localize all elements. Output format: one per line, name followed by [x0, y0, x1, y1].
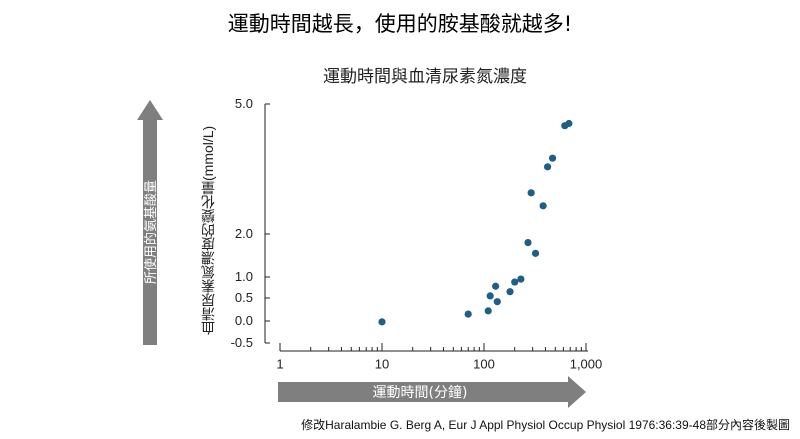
y-tick-label: -0.5	[231, 335, 253, 350]
x-tick-labels: 1 10 100 1,000	[276, 357, 602, 372]
axes	[264, 103, 588, 352]
vertical-arrow-label: 所使用的氨基酸量	[143, 180, 159, 284]
chart-title: 運動時間與血清尿素氮濃度	[323, 67, 527, 87]
data-point	[378, 318, 386, 326]
data-point	[565, 119, 573, 128]
vertical-arrow-shape	[137, 100, 163, 345]
data-point	[486, 292, 494, 300]
data-point	[543, 163, 552, 171]
y-tick-labels: -0.5 0.0 0.5 1.0 2.0 5.0	[231, 96, 253, 350]
data-point	[548, 154, 557, 162]
data-point	[506, 288, 514, 296]
data-point	[484, 307, 492, 315]
data-points	[378, 119, 573, 326]
data-point	[517, 275, 525, 283]
x-tick-label: 1,000	[570, 357, 603, 372]
y-tick-label: 1.0	[235, 269, 253, 284]
slide-title: 運動時間越長，使用的胺基酸就越多!	[227, 12, 573, 36]
y-tick-label: 2.0	[235, 226, 253, 241]
vertical-arrow: 所使用的氨基酸量	[137, 100, 163, 345]
y-tick-label: 5.0	[235, 96, 253, 111]
data-point	[511, 278, 519, 286]
x-tick-label: 100	[473, 357, 495, 372]
data-point	[524, 239, 532, 247]
data-point	[539, 202, 547, 210]
data-point	[531, 249, 540, 257]
horizontal-arrow-shape	[278, 376, 586, 408]
x-tick-label: 10	[375, 357, 389, 372]
data-point	[492, 282, 500, 290]
source-caption: 修改Haralambie G. Berg A, Eur J Appl Physi…	[301, 418, 790, 432]
horizontal-arrow-label: 運動時間(分鐘)	[373, 384, 468, 401]
data-point	[527, 189, 535, 197]
horizontal-arrow: 運動時間(分鐘)	[278, 376, 586, 408]
data-point	[464, 310, 472, 318]
data-point	[493, 298, 501, 306]
x-tick-label: 1	[276, 357, 283, 372]
y-tick-label: 0.5	[235, 290, 253, 305]
y-tick-label: 0.0	[235, 313, 253, 328]
